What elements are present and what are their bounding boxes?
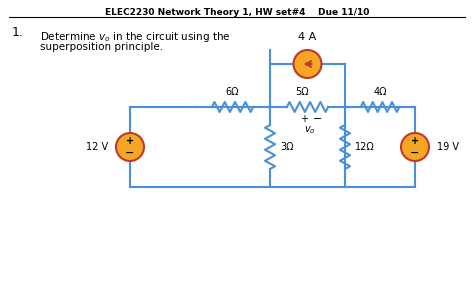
Text: ELEC2230 Network Theory 1, HW set#4    Due 11/10: ELEC2230 Network Theory 1, HW set#4 Due … bbox=[105, 8, 369, 17]
Text: 5Ω: 5Ω bbox=[296, 87, 310, 97]
Text: −: − bbox=[410, 148, 419, 158]
Circle shape bbox=[401, 133, 429, 161]
Text: +: + bbox=[301, 114, 309, 124]
Text: 1.: 1. bbox=[12, 26, 24, 39]
Text: 3Ω: 3Ω bbox=[280, 142, 293, 152]
Text: +: + bbox=[126, 136, 134, 146]
Text: −: − bbox=[313, 114, 322, 124]
Text: superposition principle.: superposition principle. bbox=[40, 42, 163, 52]
Text: $v_o$: $v_o$ bbox=[304, 124, 315, 136]
Text: −: − bbox=[125, 148, 135, 158]
Text: 4Ω: 4Ω bbox=[373, 87, 387, 97]
Text: 6Ω: 6Ω bbox=[226, 87, 239, 97]
Text: 4 A: 4 A bbox=[298, 32, 317, 42]
Text: 12Ω: 12Ω bbox=[355, 142, 375, 152]
Circle shape bbox=[293, 50, 321, 78]
Text: +: + bbox=[411, 136, 419, 146]
Circle shape bbox=[116, 133, 144, 161]
Text: 12 V: 12 V bbox=[86, 142, 108, 152]
Text: 19 V: 19 V bbox=[437, 142, 459, 152]
Text: Determine $v_o$ in the circuit using the: Determine $v_o$ in the circuit using the bbox=[40, 30, 231, 44]
